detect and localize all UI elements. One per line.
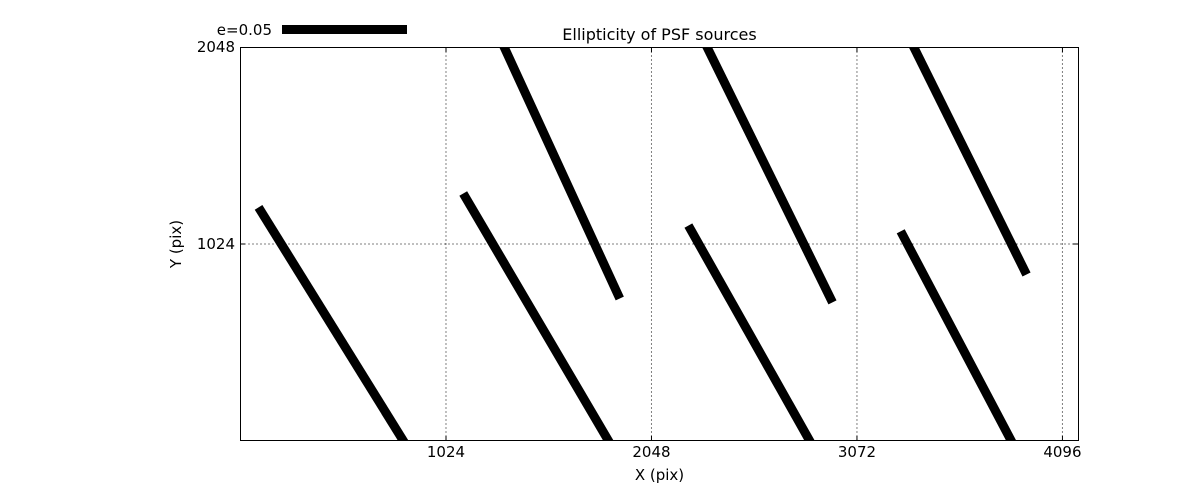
y-tick-label: 2048 [196,38,235,56]
whisker-segment [684,223,815,441]
whisker-segment [254,204,409,441]
legend-key-line [282,25,407,34]
axes-canvas [240,47,1079,441]
whisker-segment [896,229,1017,441]
plot-title: Ellipticity of PSF sources [562,25,757,44]
x-tick-label: 2048 [632,443,671,461]
plot-area [240,47,1079,441]
x-tick-label: 3072 [837,443,877,461]
x-tick-label: 1024 [426,443,466,461]
x-axis-label: X (pix) [634,466,685,484]
whisker-segment [702,47,837,305]
whisker-segment [908,47,1031,277]
axis-frame [240,47,1079,441]
x-tick-label: 4096 [1043,443,1082,461]
whisker-segment [499,47,624,301]
y-tick-label: 1024 [196,234,235,253]
legend-label: e=0.05 [216,21,272,39]
whisker-segment [459,191,614,441]
